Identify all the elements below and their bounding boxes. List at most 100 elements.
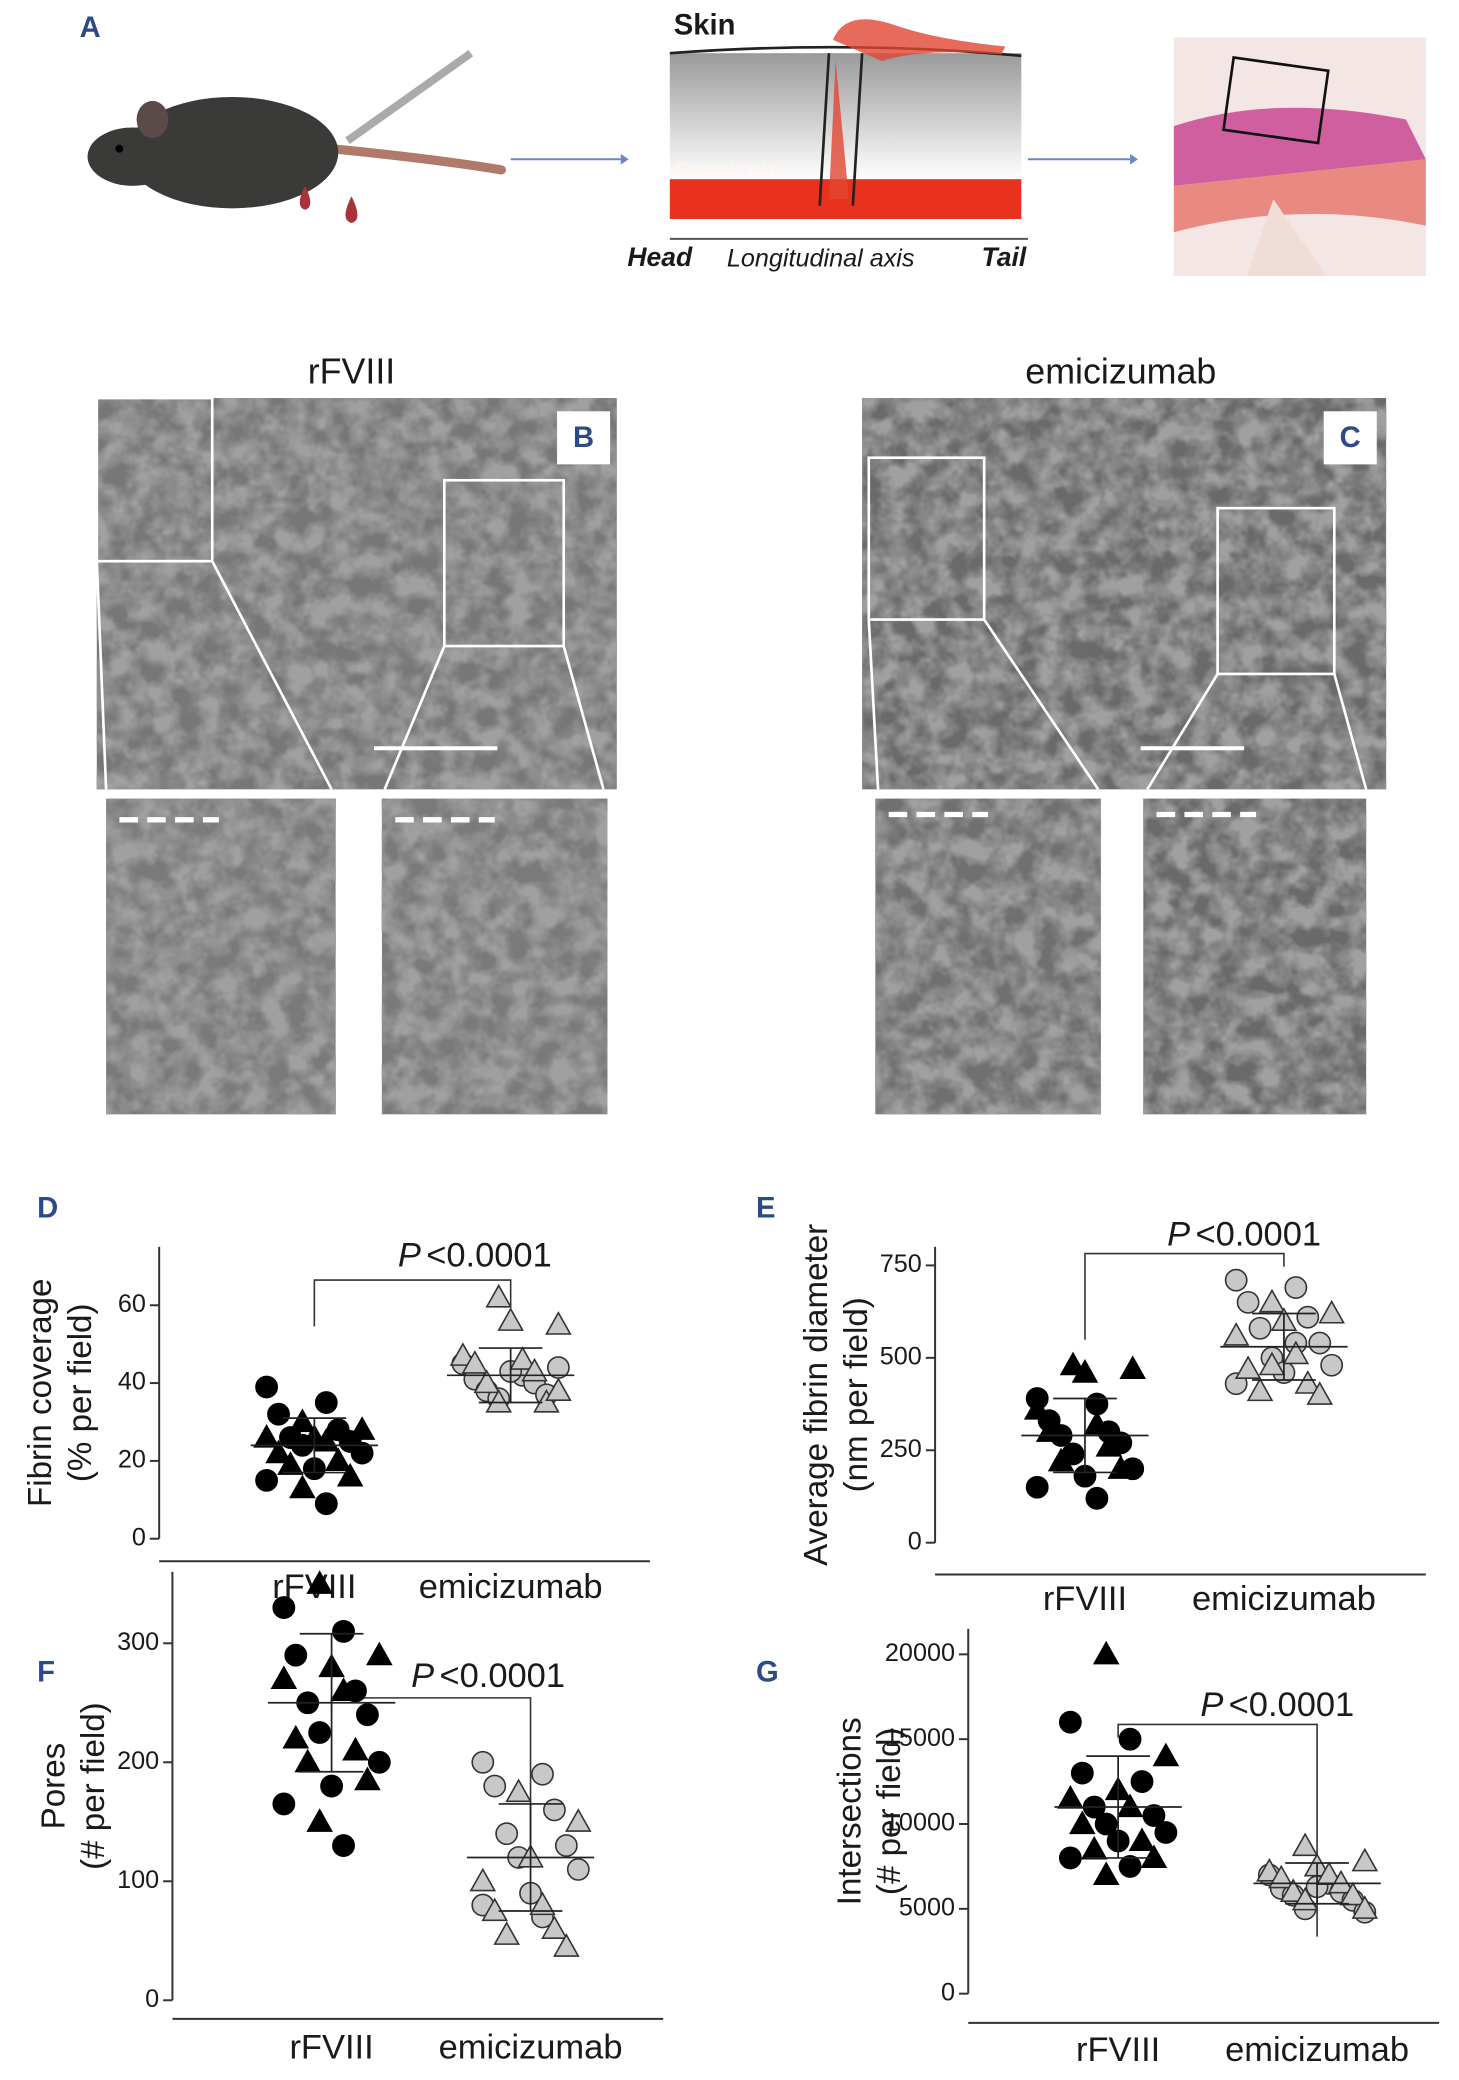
data-point [1023, 1396, 1051, 1420]
data-point [1092, 1861, 1120, 1885]
data-point [314, 1492, 338, 1516]
data-point [1130, 1770, 1154, 1793]
data-point [1152, 1742, 1180, 1767]
x-tick-label: rFVIII [289, 2028, 373, 2066]
data-point [1327, 1869, 1355, 1894]
significance-bracket [1084, 1252, 1285, 1340]
y-tick-label: 10000 [885, 1809, 955, 1837]
data-point [485, 1283, 513, 1308]
data-point [1308, 1331, 1332, 1355]
panel-label: C [1340, 422, 1361, 454]
data-point [1085, 1486, 1109, 1510]
data-point [1234, 1355, 1262, 1380]
annotation-value: <0.0001 [426, 1237, 552, 1275]
y-tick-label: 20 [118, 1446, 146, 1474]
data-point [367, 1750, 391, 1774]
data-point [1248, 1316, 1272, 1340]
data-point [366, 1641, 393, 1666]
data-point [1154, 1821, 1178, 1844]
data-point [1118, 1727, 1142, 1751]
panel-label: D [37, 1192, 58, 1224]
data-point [1116, 1793, 1144, 1818]
y-tick-label: 300 [117, 1628, 159, 1656]
annotation-value: <0.0001 [1196, 1215, 1322, 1253]
data-point [493, 1921, 520, 1945]
data-point [314, 1391, 338, 1414]
data-point [272, 1792, 296, 1816]
y-axis-label: (# per field) [871, 1727, 908, 1895]
x-tick-label: emicizumab [1225, 2031, 1409, 2069]
data-point [1140, 1844, 1168, 1869]
data-point [545, 1311, 572, 1335]
data-point [294, 1748, 322, 1773]
data-point [1069, 1810, 1096, 1835]
sem-images [95, 396, 1387, 1115]
x-tick-label: emicizumab [1192, 1580, 1376, 1618]
data-point [533, 1388, 560, 1413]
column-title: emicizumab [1025, 352, 1216, 392]
data-point [320, 1774, 343, 1798]
data-point [461, 1350, 489, 1374]
x-tick-label: emicizumab [439, 2028, 623, 2066]
data-point [495, 1822, 519, 1846]
y-tick-label: 40 [118, 1368, 146, 1396]
schematic-label: Head [627, 242, 693, 272]
data-point [1118, 1855, 1142, 1878]
x-tick-label: emicizumab [419, 1568, 603, 1606]
data-point [566, 1857, 590, 1881]
annotation-p: P [1167, 1215, 1190, 1253]
data-point [1284, 1276, 1308, 1299]
panel-label: F [37, 1657, 55, 1689]
data-point [1306, 1381, 1334, 1405]
y-tick-label: 100 [117, 1866, 159, 1894]
data-point [354, 1766, 381, 1791]
data-point [449, 1342, 477, 1366]
y-tick-label: 500 [880, 1342, 922, 1370]
annotation-p: P [1200, 1686, 1223, 1724]
schematic-label: Longitudinal axis [727, 245, 915, 273]
data-point [355, 1703, 379, 1727]
data-point [564, 1808, 592, 1832]
data-point [1092, 1640, 1120, 1665]
panel-label: A [80, 12, 101, 44]
data-point [1320, 1353, 1344, 1377]
data-point [541, 1915, 568, 1939]
data-point [289, 1474, 316, 1499]
y-tick-label: 0 [132, 1523, 146, 1551]
annotation-p: P [398, 1237, 421, 1275]
y-axis-label: Average fibrin diameter [798, 1224, 835, 1566]
data-point [253, 1423, 280, 1448]
data-point [306, 1570, 333, 1594]
y-axis-label: (# per field) [75, 1702, 112, 1870]
data-point [265, 1439, 292, 1464]
data-point [1070, 1761, 1094, 1785]
y-tick-label: 200 [117, 1747, 159, 1775]
data-point [1119, 1355, 1147, 1380]
data-point [1246, 1377, 1274, 1402]
y-axis-label: Fibrin coverage [22, 1279, 59, 1507]
y-tick-label: 0 [145, 1985, 159, 2013]
data-point [1083, 1410, 1111, 1435]
schematic-label: Skin [674, 9, 736, 41]
data-point [1258, 1288, 1286, 1313]
data-point [1224, 1268, 1248, 1292]
data-point [1339, 1881, 1367, 1906]
data-point [350, 1441, 374, 1465]
data-point [1296, 1305, 1320, 1329]
y-axis-label: (% per field) [62, 1303, 99, 1482]
data-point [1094, 1812, 1118, 1836]
annotation-value: <0.0001 [1229, 1686, 1355, 1724]
data-point [1025, 1475, 1049, 1499]
arrow-head [620, 153, 629, 165]
data-point [336, 1462, 364, 1487]
annotation: P <0.0001 [411, 1657, 565, 1695]
data-point [485, 1388, 513, 1413]
annotation-p: P [411, 1657, 434, 1695]
data-point [1258, 1351, 1286, 1376]
data-point [1071, 1359, 1099, 1383]
data-point [270, 1665, 298, 1690]
significance-bracket [313, 1279, 512, 1327]
data-point [543, 1798, 566, 1822]
data-point [1059, 1351, 1087, 1376]
